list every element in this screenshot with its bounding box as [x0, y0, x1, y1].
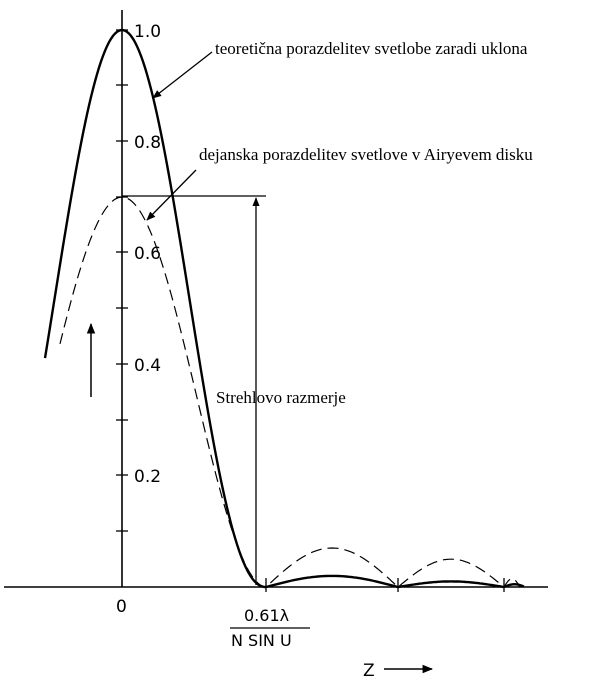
- x-origin-label: 0: [116, 597, 127, 617]
- y-tick-label-0.8: 0.8: [134, 133, 161, 153]
- actual-leader-arrow: [146, 169, 197, 221]
- y-tick-label-0.2: 0.2: [134, 467, 161, 487]
- actual-series-label: dejanska porazdelitev svetlove v Airyeve…: [199, 145, 533, 164]
- y-tick-label-0.4: 0.4: [134, 356, 161, 376]
- y-tick-label-1.0: 1.0: [134, 22, 161, 42]
- strehl-label: Strehlovo razmerje: [216, 388, 346, 407]
- y-tick-label-0.6: 0.6: [134, 244, 161, 264]
- x-marker-numerator: 0.61λ: [244, 606, 289, 625]
- x-ticks: [265, 578, 505, 592]
- theoretical-series-label: teoretična porazdelitev svetlobe zaradi …: [215, 39, 528, 58]
- x-variable-label: Z: [363, 661, 375, 681]
- theoretical-leader-arrow: [152, 51, 213, 99]
- x-marker-denominator: N SIN U: [231, 631, 292, 650]
- theoretical-distribution-line: [43, 28, 525, 589]
- actual-distribution-line: [59, 196, 521, 588]
